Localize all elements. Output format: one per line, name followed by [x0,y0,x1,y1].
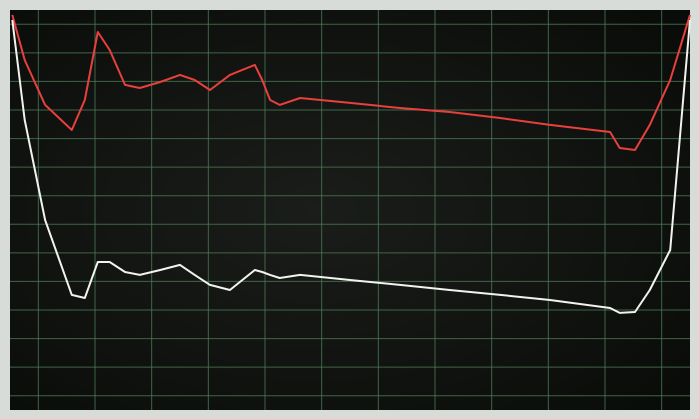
oscilloscope-screen [0,0,699,419]
screen-background [10,10,690,410]
